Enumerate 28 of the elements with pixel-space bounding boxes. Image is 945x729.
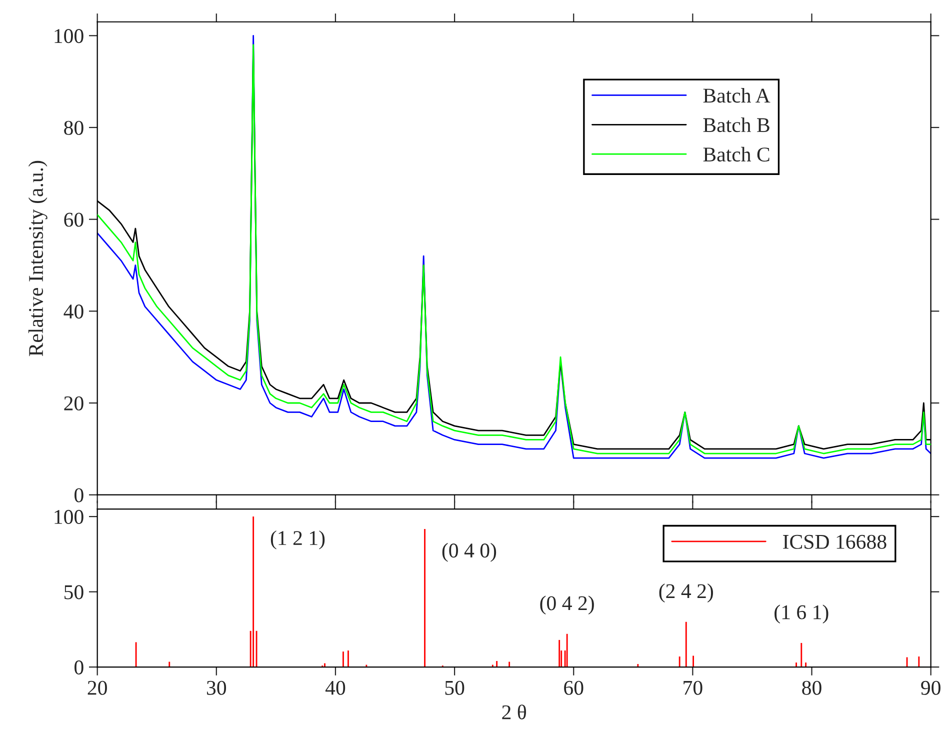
y-axis-title: Relative Intensity (a.u.) [28,160,48,356]
annotation: (0 4 2) [540,596,594,614]
y-tick-label: 60 [64,212,84,227]
x-tick-label: 60 [564,680,584,695]
legend-label: ICSD 16688 [783,534,886,549]
legend-label: Batch A [703,88,770,103]
annotation: (2 4 2) [659,584,713,602]
x-tick-label: 50 [445,680,464,695]
legend-label: Batch B [703,117,770,132]
y-tick-label: 40 [64,304,84,319]
y-tick-label: 0 [74,660,84,674]
x-tick-label: 30 [206,680,226,695]
x-tick-label: 80 [802,680,822,695]
annotation: (1 2 1) [270,530,325,550]
annotation: (1 6 1) [774,604,828,624]
y-tick-label: 50 [64,585,84,600]
y-tick-label: 0 [74,488,84,502]
y-tick-label: 100 [54,510,84,524]
y-tick-label: 100 [54,29,84,44]
y-tick-label: 80 [64,120,84,135]
annotation: (0 4 0) [442,542,496,562]
x-tick-label: 20 [88,680,107,695]
x-tick-label: 40 [325,680,346,695]
x-tick-label: 90 [921,680,940,695]
x-axis-title: 2 θ [502,704,526,720]
x-tick-label: 70 [684,680,702,695]
legend-label: Batch C [703,146,770,162]
y-tick-label: 20 [64,396,84,410]
